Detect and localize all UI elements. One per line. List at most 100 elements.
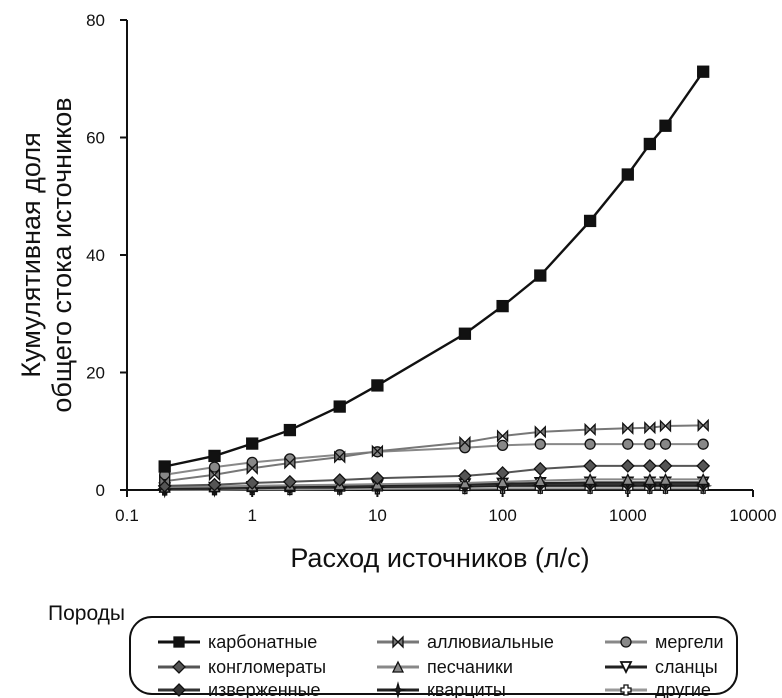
y-tick-label: 60 bbox=[86, 129, 105, 148]
series-3-point bbox=[658, 458, 673, 473]
series-0-point bbox=[643, 137, 656, 151]
series-0-point bbox=[371, 379, 384, 392]
x-tick-label: 1000 bbox=[609, 506, 647, 525]
series-4-point bbox=[496, 475, 509, 488]
series-4-point bbox=[621, 472, 634, 486]
series-1-point bbox=[208, 468, 221, 482]
series-1-point bbox=[534, 425, 546, 439]
legend-label: песчаники bbox=[427, 657, 513, 677]
series-4-point bbox=[659, 472, 672, 486]
series-3-point bbox=[583, 458, 598, 473]
series-0-point bbox=[333, 400, 346, 413]
series-2-point bbox=[622, 438, 634, 450]
series-4-point bbox=[534, 474, 547, 487]
legend-item: другие bbox=[605, 680, 711, 698]
legend-item: карбонатные bbox=[158, 632, 317, 652]
series-1-point bbox=[459, 435, 471, 449]
legend-box bbox=[129, 616, 738, 695]
y-tick-label: 20 bbox=[86, 364, 105, 383]
series-3-point bbox=[332, 473, 347, 487]
x-tick-label: 0.1 bbox=[115, 506, 139, 525]
series-1-point bbox=[622, 421, 634, 435]
series-3 bbox=[157, 458, 711, 493]
series-2-point bbox=[208, 461, 221, 473]
legend-swatch-marker bbox=[391, 660, 405, 673]
series-0-point bbox=[659, 119, 672, 132]
series-0-point bbox=[158, 460, 171, 473]
x-axis-title: Расход источников (л/с) bbox=[290, 543, 589, 573]
legend-item: аллювиальные bbox=[377, 632, 554, 652]
legend-swatch-marker bbox=[172, 683, 186, 697]
y-tick-label: 80 bbox=[86, 11, 105, 30]
series-1-point bbox=[334, 450, 346, 464]
series-1-point bbox=[371, 444, 384, 458]
legend-label: конгломераты bbox=[208, 657, 326, 677]
x-tick-label: 10000 bbox=[729, 506, 776, 525]
legend-swatch-marker bbox=[172, 660, 186, 674]
legend-item: мергели bbox=[605, 632, 724, 652]
series-3-point bbox=[533, 461, 548, 476]
legend-label: кварциты bbox=[427, 680, 506, 698]
y-tick-label: 0 bbox=[96, 481, 105, 500]
series-0-point bbox=[458, 327, 472, 340]
y-tick-label: 40 bbox=[86, 246, 105, 265]
series-0 bbox=[158, 65, 710, 473]
legend-item: песчаники bbox=[377, 657, 513, 677]
y-axis-title-line: общего стока источников bbox=[47, 97, 77, 412]
plot-series bbox=[155, 65, 713, 499]
series-3-point bbox=[620, 458, 635, 473]
series-1-point bbox=[159, 474, 171, 488]
legend-label: изверженные bbox=[208, 680, 321, 698]
legend-label: сланцы bbox=[655, 657, 718, 677]
legend-swatch-marker bbox=[389, 681, 407, 698]
series-1-point bbox=[284, 456, 296, 470]
x-tick-label: 10 bbox=[368, 506, 387, 525]
legend-swatch-marker bbox=[173, 636, 185, 648]
legend-item: конгломераты bbox=[158, 657, 326, 677]
series-2-point bbox=[697, 438, 709, 450]
legend-swatch-marker bbox=[620, 684, 632, 696]
series-2-point bbox=[584, 438, 596, 450]
series-0-point bbox=[496, 299, 509, 313]
series-0-point bbox=[621, 168, 634, 181]
legend-label: другие bbox=[655, 680, 711, 698]
series-3-point bbox=[642, 458, 657, 473]
y-axis-title: Кумулятивная доля общего стока источников bbox=[16, 97, 77, 412]
series-3-point bbox=[207, 477, 222, 492]
series-1-point bbox=[644, 421, 656, 435]
legend-label: аллювиальные bbox=[427, 632, 554, 652]
legend-label: карбонатные bbox=[208, 632, 317, 652]
axes: 0.1 1 10 100 1000 10000 0 20 40 60 80 Расход источн… bbox=[16, 11, 777, 573]
series-0-point bbox=[208, 449, 221, 463]
series-1-point bbox=[496, 429, 509, 443]
legend-item: сланцы bbox=[605, 657, 718, 677]
legend-swatch-marker bbox=[392, 635, 404, 649]
series-3-point bbox=[245, 476, 260, 490]
series-1-point bbox=[697, 418, 709, 432]
y-axis-title-line: Кумулятивная доля bbox=[16, 132, 46, 377]
legend-label: мергели bbox=[655, 632, 724, 652]
legend-swatch-marker bbox=[620, 636, 632, 648]
series-2-point bbox=[496, 439, 509, 452]
series-1-point bbox=[246, 461, 258, 475]
series-2-point bbox=[534, 438, 546, 450]
series-3-point bbox=[457, 468, 472, 483]
series-2-point bbox=[644, 438, 656, 450]
x-tick-label: 100 bbox=[488, 506, 516, 525]
series-0-line bbox=[164, 71, 705, 468]
series-3-point bbox=[495, 466, 510, 480]
series-0-point bbox=[246, 437, 259, 450]
series-4-point bbox=[643, 472, 656, 486]
series-1-point bbox=[659, 419, 672, 433]
series-1-point bbox=[584, 422, 596, 437]
series-4-point bbox=[458, 476, 471, 489]
series-2-point bbox=[659, 438, 672, 450]
series-4-point bbox=[584, 472, 597, 486]
legend-item: изверженные bbox=[158, 680, 321, 698]
legend-swatch-marker bbox=[619, 661, 633, 675]
series-0-point bbox=[534, 269, 547, 282]
legend: карбонатные аллювиальные мергели конгломера… bbox=[129, 616, 738, 698]
series-4-line bbox=[164, 478, 704, 489]
legend-item: кварциты bbox=[377, 680, 506, 698]
